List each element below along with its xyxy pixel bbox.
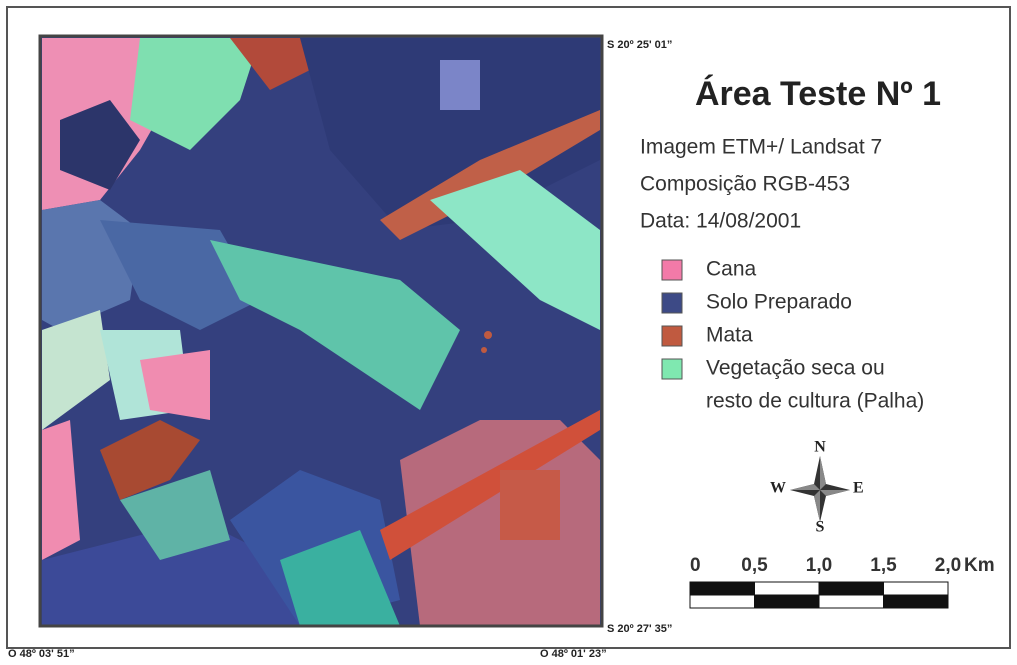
scale-label: 2,0 [935, 555, 961, 576]
legend-swatch [662, 293, 682, 313]
scale-segment [755, 582, 820, 595]
info-line: Imagem ETM+/ Landsat 7 [640, 136, 882, 159]
compass-label: E [853, 480, 864, 497]
coordinate-label: S 20º 25' 01” [607, 39, 672, 51]
legend-label: Solo Preparado [706, 291, 852, 314]
map-title: Área Teste Nº 1 [695, 75, 941, 113]
scale-label: 0,5 [741, 555, 768, 576]
scale-segment [690, 582, 755, 595]
coordinate-label: O 48º 01' 23” [540, 648, 607, 660]
legend-label: resto de cultura (Palha) [706, 390, 924, 413]
satellite-image [40, 36, 602, 626]
scale-segment [819, 582, 884, 595]
coordinate-label: S 20º 27' 35” [607, 623, 672, 635]
info-line: Composição RGB-453 [640, 173, 850, 196]
legend-label: Cana [706, 258, 757, 281]
legend-swatch [662, 359, 682, 379]
map-sheet: S 20º 25' 01” S 20º 27' 35” O 48º 03' 51… [0, 0, 1017, 660]
scale-segment [884, 595, 949, 608]
scale-unit: Km [964, 555, 995, 576]
scale-label: 0 [690, 555, 701, 576]
coordinate-label: O 48º 03' 51” [8, 648, 75, 660]
legend-swatch [662, 260, 682, 280]
compass-label: W [770, 480, 786, 497]
scale-segment [819, 595, 884, 608]
info-line: Data: 14/08/2001 [640, 210, 801, 233]
scale-label: 1,0 [806, 555, 832, 576]
scale-label: 1,5 [870, 555, 897, 576]
scale-segment [690, 595, 755, 608]
compass-label: N [814, 439, 826, 456]
compass-label: S [816, 519, 825, 536]
legend-label: Vegetação seca ou [706, 357, 885, 380]
scale-segment [884, 582, 949, 595]
scale-segment [755, 595, 820, 608]
legend-swatch [662, 326, 682, 346]
legend-label: Mata [706, 324, 753, 347]
